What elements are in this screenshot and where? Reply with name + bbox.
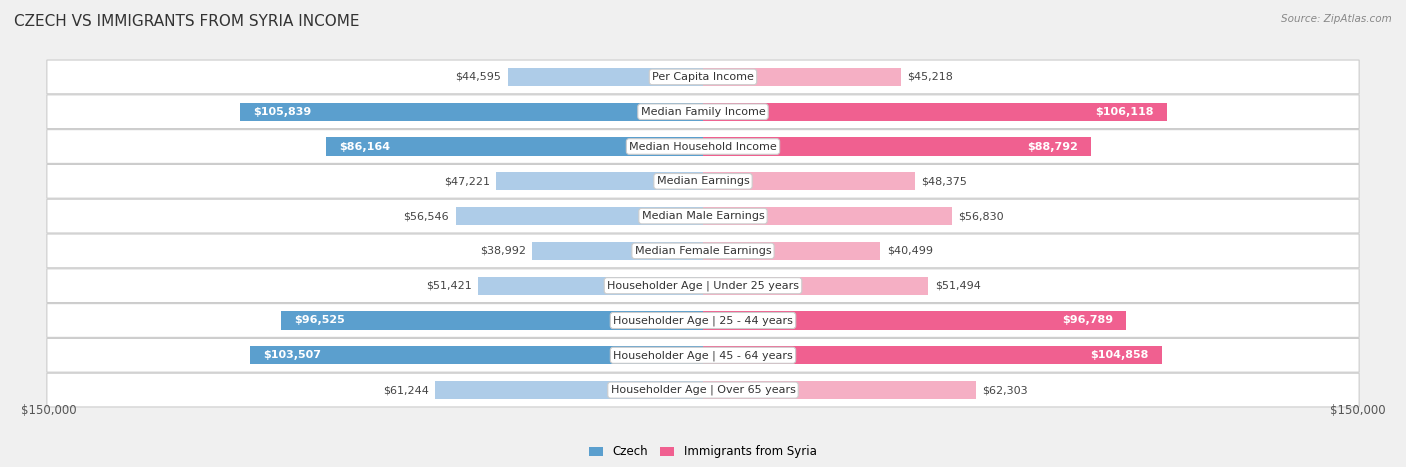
FancyBboxPatch shape <box>46 269 1360 303</box>
Bar <box>703 346 1161 364</box>
Bar <box>496 172 703 191</box>
FancyBboxPatch shape <box>46 60 1360 94</box>
Bar <box>533 242 703 260</box>
Text: Median Male Earnings: Median Male Earnings <box>641 211 765 221</box>
Text: Householder Age | Under 25 years: Householder Age | Under 25 years <box>607 281 799 291</box>
Bar <box>240 103 703 121</box>
FancyBboxPatch shape <box>46 339 1360 372</box>
Text: $62,303: $62,303 <box>981 385 1028 395</box>
Text: Median Earnings: Median Earnings <box>657 177 749 186</box>
Text: $56,546: $56,546 <box>404 211 449 221</box>
Text: Householder Age | Over 65 years: Householder Age | Over 65 years <box>610 385 796 396</box>
Text: $56,830: $56,830 <box>957 211 1004 221</box>
Bar <box>326 137 703 156</box>
Bar <box>508 68 703 86</box>
Bar <box>703 103 1167 121</box>
Text: Per Capita Income: Per Capita Income <box>652 72 754 82</box>
FancyBboxPatch shape <box>46 304 1360 337</box>
Text: Householder Age | 25 - 44 years: Householder Age | 25 - 44 years <box>613 315 793 326</box>
Text: CZECH VS IMMIGRANTS FROM SYRIA INCOME: CZECH VS IMMIGRANTS FROM SYRIA INCOME <box>14 14 360 29</box>
Bar <box>703 172 915 191</box>
Text: $45,218: $45,218 <box>907 72 953 82</box>
Text: $86,164: $86,164 <box>339 142 391 151</box>
Text: $48,375: $48,375 <box>921 177 967 186</box>
Bar <box>703 68 901 86</box>
Text: $150,000: $150,000 <box>21 404 76 417</box>
Text: $51,421: $51,421 <box>426 281 471 290</box>
Bar <box>456 207 703 225</box>
Text: $150,000: $150,000 <box>1330 404 1385 417</box>
Text: $61,244: $61,244 <box>382 385 429 395</box>
Text: $44,595: $44,595 <box>456 72 502 82</box>
Bar <box>703 381 976 399</box>
Text: $40,499: $40,499 <box>887 246 932 256</box>
Text: $88,792: $88,792 <box>1028 142 1078 151</box>
FancyBboxPatch shape <box>46 95 1360 128</box>
Legend: Czech, Immigrants from Syria: Czech, Immigrants from Syria <box>589 446 817 458</box>
Text: Median Household Income: Median Household Income <box>628 142 778 151</box>
Text: $51,494: $51,494 <box>935 281 980 290</box>
Bar <box>434 381 703 399</box>
Bar <box>250 346 703 364</box>
Bar <box>703 207 952 225</box>
Text: Source: ZipAtlas.com: Source: ZipAtlas.com <box>1281 14 1392 24</box>
Bar <box>478 276 703 295</box>
FancyBboxPatch shape <box>46 164 1360 198</box>
Text: $96,789: $96,789 <box>1062 316 1114 325</box>
Text: Median Female Earnings: Median Female Earnings <box>634 246 772 256</box>
Text: $106,118: $106,118 <box>1095 107 1154 117</box>
Bar <box>703 242 880 260</box>
FancyBboxPatch shape <box>46 234 1360 268</box>
Bar <box>703 311 1126 330</box>
Text: $105,839: $105,839 <box>253 107 311 117</box>
Text: $96,525: $96,525 <box>294 316 344 325</box>
Bar <box>703 137 1091 156</box>
FancyBboxPatch shape <box>46 130 1360 163</box>
FancyBboxPatch shape <box>46 199 1360 233</box>
Text: Median Family Income: Median Family Income <box>641 107 765 117</box>
Bar <box>281 311 703 330</box>
Text: $38,992: $38,992 <box>479 246 526 256</box>
Bar <box>703 276 928 295</box>
Text: $103,507: $103,507 <box>263 350 322 360</box>
FancyBboxPatch shape <box>46 373 1360 407</box>
Text: $104,858: $104,858 <box>1090 350 1149 360</box>
Text: Householder Age | 45 - 64 years: Householder Age | 45 - 64 years <box>613 350 793 361</box>
Text: $47,221: $47,221 <box>444 177 489 186</box>
